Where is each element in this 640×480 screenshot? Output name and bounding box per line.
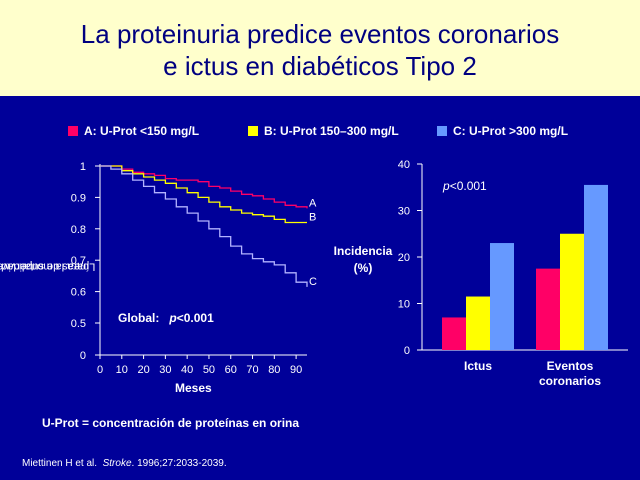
survival-x-tick-label: 90: [290, 364, 302, 376]
incidence-bar-chart: 0 10 20 30 40 Ictus Eventos coronarios: [398, 159, 628, 388]
title-band: La proteinuria predice eventos coronario…: [0, 0, 640, 96]
survival-x-tick-label: 20: [137, 364, 149, 376]
survival-line-label-a: A: [309, 197, 317, 209]
citation-journal: Stroke: [102, 458, 132, 469]
incidence-y-axis-label: Incidencia (%): [328, 243, 398, 277]
incidence-ylabel-line-1: Incidencia: [333, 244, 393, 258]
survival-x-tick-label: 60: [225, 364, 237, 376]
survival-x-tick-label: 40: [181, 364, 193, 376]
survival-y-tick-label: 1: [80, 161, 86, 173]
survival-x-axis-label: Meses: [175, 381, 212, 395]
bar-p-value: p<0.001: [443, 179, 487, 193]
bar-y-tick-label: 20: [398, 252, 410, 264]
bar-b-ictus: [466, 296, 490, 350]
legend-label-a: A: U-Prot <150 mg/L: [84, 124, 200, 138]
bar-b-eventos: [560, 233, 584, 350]
bar-category-label-part: coronarios: [539, 374, 601, 388]
survival-x-tick-label: 80: [268, 364, 280, 376]
bar-y-tick-label: 0: [404, 345, 410, 357]
bar-c-ictus: [490, 243, 514, 350]
legend-swatch-c: [437, 126, 447, 136]
survival-line-c: [100, 165, 308, 287]
legend-swatch-b: [248, 126, 258, 136]
survival-y-tick-label: 0.8: [71, 224, 86, 236]
legend-label-c: C: U-Prot >300 mg/L: [453, 124, 569, 138]
global-annotation-p: p: [169, 311, 177, 325]
title-line-1: La proteinuria predice eventos coronario…: [80, 19, 560, 49]
footnote: U-Prot = concentración de proteínas en o…: [42, 416, 300, 430]
bar-y-tick-label: 40: [398, 159, 410, 171]
survival-y-tick-label: 0.5: [71, 318, 86, 330]
survival-x-tick-label: 30: [159, 364, 171, 376]
legend-item-b: B: U-Prot 150–300 mg/L: [248, 124, 399, 138]
legend-swatch-a: [68, 126, 78, 136]
legend-item-c: C: U-Prot >300 mg/L: [437, 124, 568, 138]
bar-y-tick-label: 10: [398, 299, 410, 311]
bar-a-ictus: [442, 317, 466, 350]
survival-line-b: [100, 165, 307, 224]
legend-item-a: A: U-Prot <150 mg/L: [68, 124, 199, 138]
survival-x-tick-label: 10: [116, 364, 128, 376]
bar-a-eventos: [536, 268, 560, 350]
bar-category-label-eventos: Eventos coronarios: [539, 359, 601, 388]
survival-x-tick-label: 70: [246, 364, 258, 376]
survival-line-label-b: B: [309, 212, 316, 224]
citation-authors: Miettinen H et al.: [22, 458, 98, 469]
survival-y-tick-label: 0.7: [71, 255, 86, 267]
global-annotation-label: Global:: [118, 311, 160, 325]
citation: Miettinen H et al. Stroke. 1996;27:2033-…: [22, 458, 227, 469]
survival-y-tick-label: 0.9: [71, 192, 86, 204]
bar-category-label-ictus: Ictus: [464, 359, 492, 373]
citation-details: . 1996;27:2033-2039.: [131, 458, 227, 469]
bar-p-number: <0.001: [449, 179, 487, 193]
bar-y-tick-label: 30: [398, 206, 410, 218]
global-annotation-value: <0.001: [176, 311, 214, 325]
survival-line-label-c: C: [309, 276, 317, 288]
title-line-2: e ictus en diabéticos Tipo 2: [163, 51, 477, 81]
bar-c-eventos: [584, 184, 608, 350]
survival-y-tick-label: 0: [80, 350, 86, 362]
survival-line-a: [100, 165, 308, 209]
survival-y-tick-label: 0.6: [71, 287, 86, 299]
incidence-ylabel-line-2: (%): [353, 261, 373, 275]
bar-category-label-part: Eventos: [547, 359, 594, 373]
survival-x-tick-label: 0: [97, 364, 103, 376]
survival-x-tick-label: 50: [203, 364, 215, 376]
legend-label-b: B: U-Prot 150–300 mg/L: [264, 124, 399, 138]
bar-p-prefix: p: [443, 179, 450, 193]
slide-title: La proteinuria predice eventos coronario…: [0, 18, 640, 82]
global-annotation: Global: p<0.001: [118, 311, 214, 325]
